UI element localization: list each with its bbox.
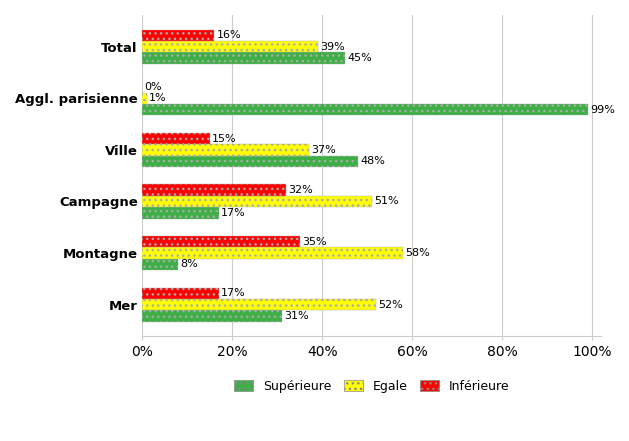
Text: 39%: 39% — [320, 41, 345, 52]
Text: 1%: 1% — [149, 93, 167, 103]
Bar — [143, 41, 318, 52]
Text: 32%: 32% — [289, 185, 313, 195]
Bar — [143, 236, 300, 247]
Bar — [143, 299, 376, 310]
Text: 58%: 58% — [406, 248, 430, 258]
Legend: Supérieure, Egale, Inférieure: Supérieure, Egale, Inférieure — [229, 375, 515, 398]
Bar — [143, 310, 282, 322]
Bar — [143, 104, 587, 115]
Text: 17%: 17% — [221, 288, 246, 299]
Text: 37%: 37% — [311, 145, 336, 155]
Bar — [143, 288, 219, 299]
Bar — [143, 133, 210, 144]
Text: 16%: 16% — [216, 30, 242, 40]
Text: 35%: 35% — [302, 237, 326, 247]
Text: 48%: 48% — [360, 156, 386, 166]
Bar — [143, 259, 179, 270]
Bar — [143, 93, 147, 104]
Text: 8%: 8% — [181, 259, 199, 269]
Text: 45%: 45% — [347, 53, 372, 63]
Text: 17%: 17% — [221, 208, 246, 218]
Bar — [143, 30, 214, 41]
Text: 52%: 52% — [379, 300, 403, 310]
Text: 99%: 99% — [590, 105, 615, 115]
Bar — [143, 184, 286, 196]
Bar — [143, 196, 372, 207]
Bar — [143, 247, 403, 259]
Text: 31%: 31% — [284, 311, 309, 321]
Text: 0%: 0% — [145, 82, 162, 92]
Text: 15%: 15% — [212, 134, 237, 143]
Bar — [143, 156, 359, 167]
Bar — [143, 52, 345, 64]
Bar — [143, 144, 309, 156]
Bar — [143, 207, 219, 218]
Text: 51%: 51% — [374, 197, 399, 206]
